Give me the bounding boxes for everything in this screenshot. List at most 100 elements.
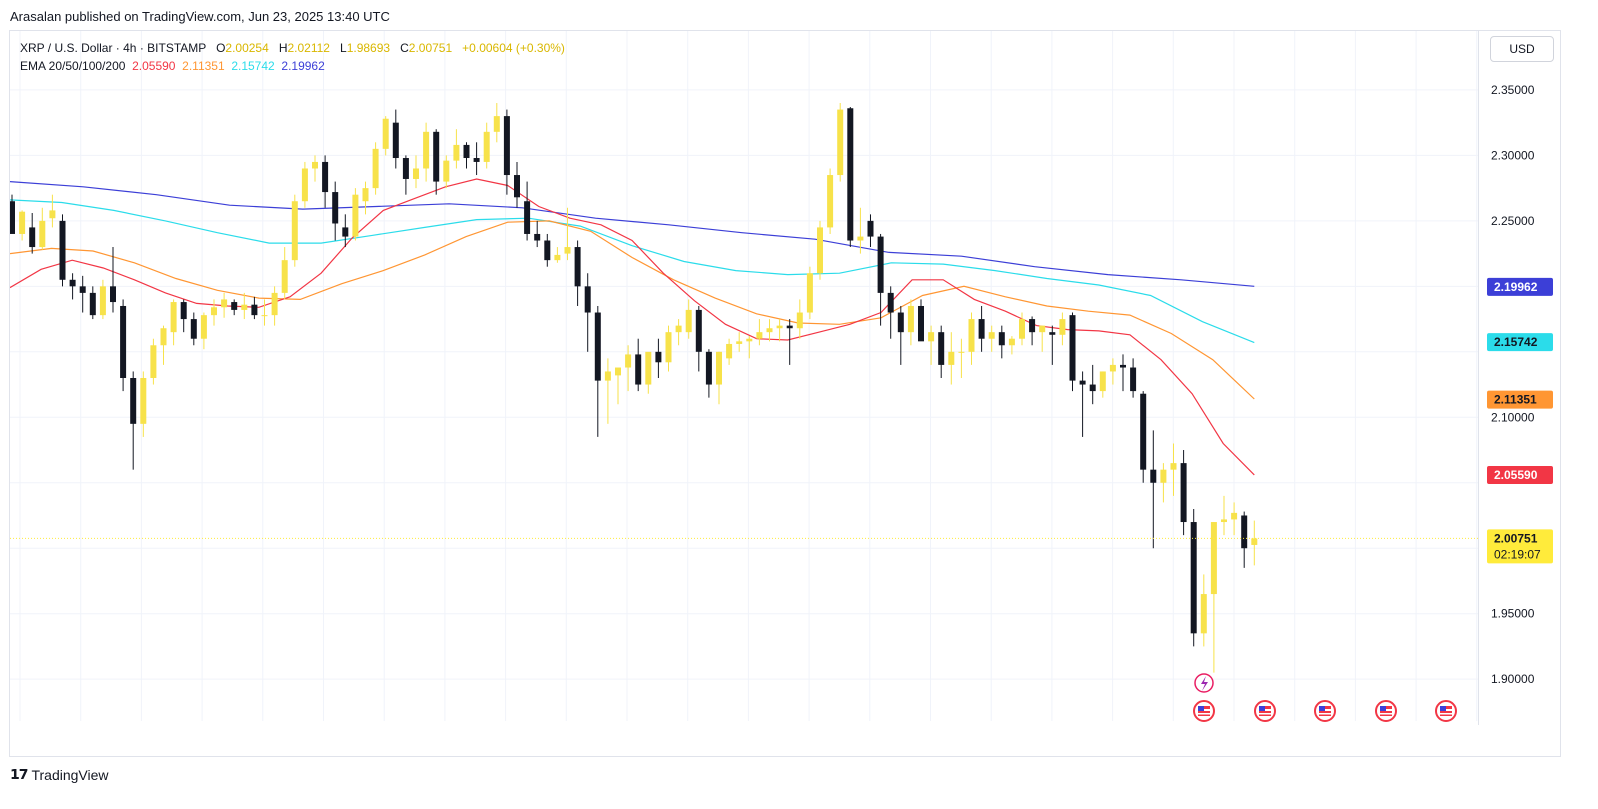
- badge-value: 2.11351: [1494, 393, 1537, 407]
- flag-stripe: [1259, 713, 1271, 715]
- candle: [1019, 312, 1025, 346]
- y-tick-label: 1.90000: [1491, 672, 1535, 686]
- candle: [695, 305, 702, 372]
- candle-body: [635, 354, 642, 385]
- candle-body: [988, 332, 995, 339]
- candle-body: [1150, 469, 1157, 483]
- candle: [99, 279, 106, 320]
- candle: [1210, 522, 1217, 673]
- candle-body: [1251, 538, 1258, 545]
- candle-body: [352, 194, 359, 237]
- candle: [342, 214, 349, 248]
- candle-body: [301, 168, 308, 202]
- candle-body: [847, 108, 854, 241]
- candle: [604, 358, 611, 424]
- candle-body: [887, 292, 894, 313]
- candle-body: [291, 201, 298, 261]
- candle-body: [645, 351, 652, 385]
- ema-row: EMA 20/50/100/200 2.05590 2.11351 2.1574…: [20, 57, 565, 75]
- currency-button[interactable]: USD: [1490, 36, 1554, 62]
- candle-body: [59, 220, 66, 280]
- candle-body: [271, 292, 278, 316]
- candle: [291, 194, 298, 267]
- price-badge-ema-20: 2.05590: [1487, 466, 1553, 485]
- price-chart[interactable]: 4567891011121314151617181920212223242526…: [10, 31, 1478, 725]
- candle: [382, 116, 389, 156]
- countdown-label: 02:19:07: [1494, 547, 1541, 561]
- low-value: 1.98693: [346, 41, 391, 55]
- candle-body: [655, 351, 662, 363]
- candle: [1069, 312, 1076, 392]
- candle: [271, 286, 278, 326]
- candle-body: [1099, 371, 1106, 392]
- candle-body: [1039, 325, 1046, 333]
- candle-body: [453, 144, 460, 161]
- candles: [10, 103, 1258, 673]
- candle-body: [806, 273, 813, 313]
- candle: [211, 299, 217, 326]
- tradingview-brand[interactable]: 𝟭𝟳 TradingView: [10, 766, 109, 783]
- price-axis[interactable]: 2.35000 2.30000 2.25000 2.10000 1.95000 1.900…: [1478, 31, 1560, 725]
- open-label: O: [216, 41, 226, 55]
- flag-stripe: [1440, 713, 1452, 715]
- candle-body: [998, 332, 1005, 346]
- ema100-line: [10, 199, 1255, 344]
- candle: [332, 181, 339, 241]
- ema20-line: [10, 178, 1255, 476]
- low-label: L: [340, 41, 347, 55]
- candle-body: [685, 309, 692, 333]
- candle-body: [948, 351, 955, 365]
- flag-canton: [1198, 706, 1204, 711]
- candle: [261, 299, 268, 326]
- price-badges: 2.19962 2.15742 2.11351 2.05590 2.00751 02:19…: [1487, 277, 1553, 564]
- candle-body: [1170, 463, 1177, 470]
- candle: [897, 305, 904, 365]
- candle-body: [1190, 522, 1197, 634]
- candle-body: [776, 325, 783, 329]
- candle: [867, 214, 874, 248]
- candle: [352, 188, 359, 241]
- candle-body: [1008, 338, 1015, 346]
- candle: [1221, 495, 1227, 536]
- candle: [322, 155, 329, 208]
- candle-body: [918, 305, 924, 342]
- candle-body: [69, 279, 76, 287]
- candle: [827, 168, 834, 234]
- candle-body: [554, 254, 561, 261]
- candle-body: [1059, 319, 1066, 335]
- candle: [756, 319, 763, 346]
- candle: [988, 325, 995, 352]
- candle-body: [786, 325, 793, 329]
- candle: [594, 305, 601, 437]
- candle-body: [281, 260, 288, 293]
- candle-body: [695, 309, 702, 352]
- us-flag-icon: [1254, 700, 1276, 722]
- ema-label[interactable]: EMA 20/50/100/200: [20, 59, 126, 73]
- candle-body: [675, 325, 682, 333]
- candle: [281, 247, 288, 300]
- ema200-line: [10, 181, 1255, 287]
- flag-stripe: [1380, 713, 1392, 715]
- candle: [635, 338, 642, 392]
- y-tick-label: 2.10000: [1491, 410, 1535, 424]
- candle-body: [322, 161, 329, 193]
- candle: [200, 312, 207, 350]
- y-tick-label: 1.95000: [1491, 607, 1535, 621]
- symbol-label[interactable]: XRP / U.S. Dollar · 4h · BITSTAMP: [20, 41, 207, 55]
- candle: [776, 319, 783, 342]
- candle-body: [160, 328, 167, 346]
- close-value: 2.00751: [408, 41, 453, 55]
- candle: [705, 349, 712, 398]
- candle-body: [1200, 594, 1207, 634]
- candle-body: [978, 319, 985, 339]
- candle: [1059, 312, 1066, 346]
- candle-body: [1049, 332, 1056, 335]
- candle: [554, 247, 561, 263]
- candle: [1200, 574, 1207, 647]
- flag-canton: [1259, 706, 1265, 711]
- candle-body: [524, 201, 531, 234]
- candle: [1251, 520, 1258, 566]
- candle-body: [907, 305, 914, 333]
- candle-body: [736, 341, 743, 344]
- candle-body: [413, 168, 419, 179]
